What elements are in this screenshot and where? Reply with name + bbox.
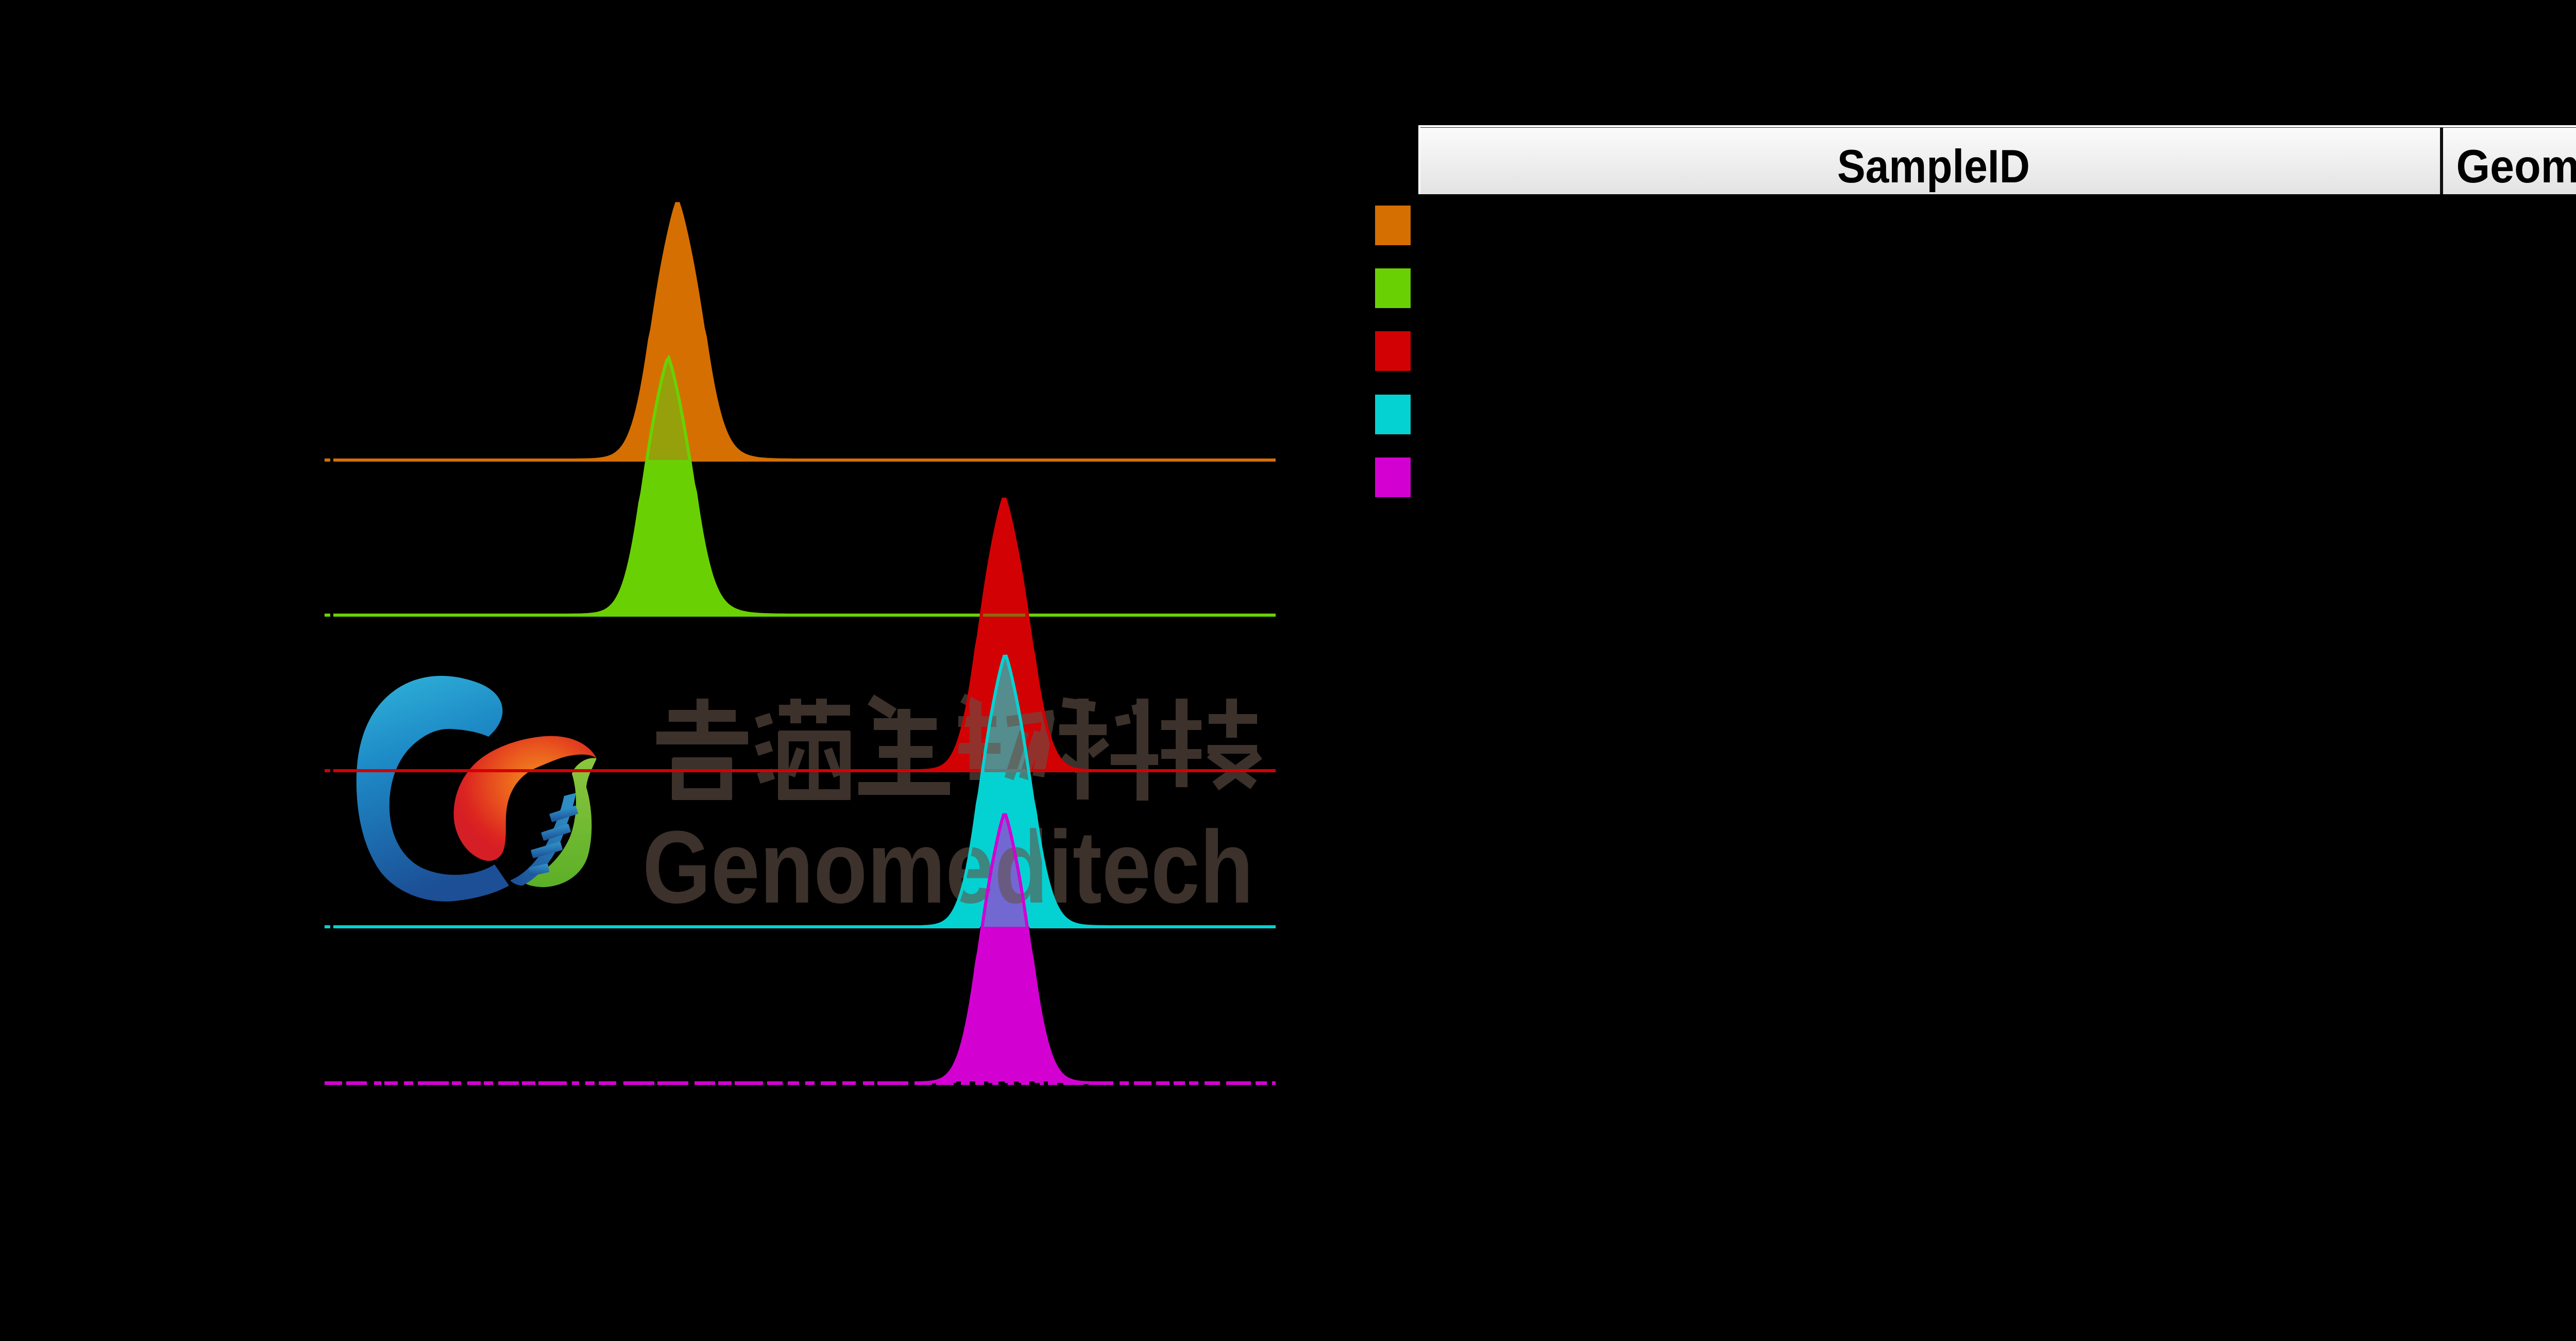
svg-text:SampleID: SampleID <box>1837 141 2030 193</box>
svg-text:Geometric Mean : FL11-H: Geometric Mean : FL11-H <box>2456 141 2576 193</box>
svg-text:Genomeditech: Genomeditech <box>642 810 1253 925</box>
